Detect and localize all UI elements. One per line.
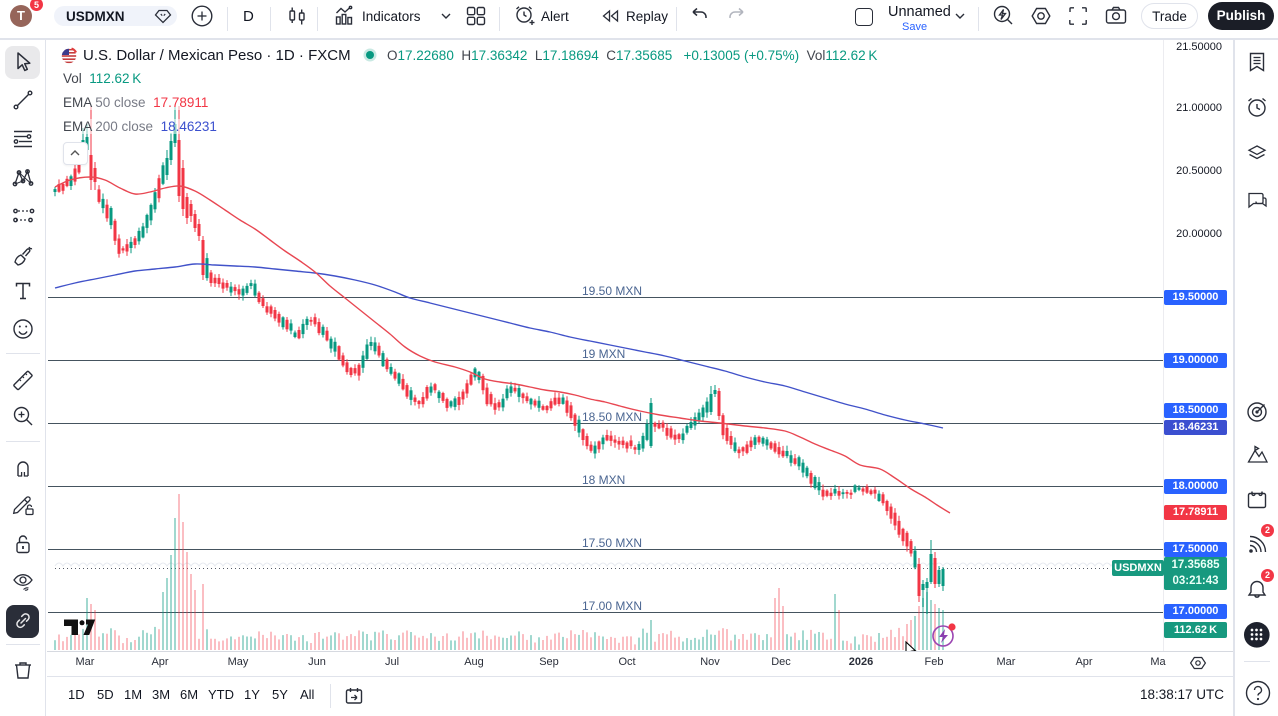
svg-text:17.00 MXN: 17.00 MXN bbox=[582, 599, 642, 613]
svg-text:18.50 MXN: 18.50 MXN bbox=[582, 410, 642, 424]
svg-text:18 MXN: 18 MXN bbox=[582, 473, 625, 487]
svg-text:19.50 MXN: 19.50 MXN bbox=[582, 284, 642, 298]
svg-text:19 MXN: 19 MXN bbox=[582, 347, 625, 361]
svg-text:17.50 MXN: 17.50 MXN bbox=[582, 536, 642, 550]
